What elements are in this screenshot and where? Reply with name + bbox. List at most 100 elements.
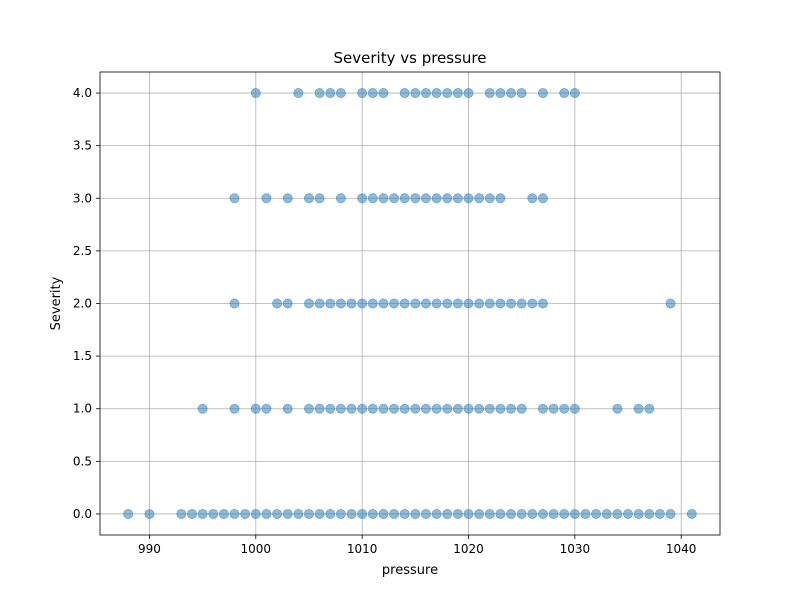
data-point [633,403,644,414]
data-point [420,193,431,204]
y-tick-label: 1.0 [73,402,92,416]
data-point [261,403,272,414]
y-axis-ticks: 0.0 0.5 1.0 1.5 2.0 2.5 3.0 3.5 4.0 [73,86,100,521]
data-point [452,193,463,204]
data-point [389,508,400,519]
data-point [357,403,368,414]
data-point [559,403,570,414]
data-point [314,403,325,414]
data-point [516,508,527,519]
data-point [431,88,442,99]
data-point [346,298,357,309]
data-point [420,403,431,414]
y-tick-label: 3.5 [73,139,92,153]
data-point [389,403,400,414]
data-point [261,508,272,519]
data-point [367,403,378,414]
data-points [123,88,697,519]
data-point [389,298,400,309]
x-axis-ticks: 990 1000 1010 1020 1030 1040 [138,535,696,556]
data-point [197,508,208,519]
data-point [229,403,240,414]
y-tick-label: 1.5 [73,349,92,363]
data-point [559,88,570,99]
data-point [431,298,442,309]
data-point [357,193,368,204]
data-point [569,88,580,99]
data-point [357,88,368,99]
data-point [431,403,442,414]
x-axis-title: pressure [382,563,438,578]
data-point [335,298,346,309]
data-point [537,508,548,519]
data-point [272,298,283,309]
data-point [410,193,421,204]
data-point [484,88,495,99]
x-tick-label: 1020 [453,542,484,556]
data-point [452,508,463,519]
data-point [431,508,442,519]
data-point [325,508,336,519]
data-point [282,508,293,519]
data-point [516,403,527,414]
data-point [527,193,538,204]
y-tick-label: 0.0 [73,507,92,521]
data-point [399,508,410,519]
data-point [442,193,453,204]
data-point [197,403,208,414]
data-point [389,193,400,204]
data-point [410,403,421,414]
data-point [399,298,410,309]
chart-title: Severity vs pressure [334,49,487,67]
data-point [569,403,580,414]
data-point [240,508,251,519]
data-point [357,298,368,309]
data-point [495,193,506,204]
data-point [495,88,506,99]
data-point [144,508,155,519]
data-point [410,508,421,519]
data-point [272,508,283,519]
data-point [506,298,517,309]
data-point [516,88,527,99]
data-point [229,298,240,309]
x-tick-label: 1010 [347,542,378,556]
data-point [282,298,293,309]
y-axis-title: Severity [49,276,64,330]
data-point [452,403,463,414]
data-point [378,193,389,204]
data-point [442,298,453,309]
data-point [474,298,485,309]
y-tick-label: 3.0 [73,191,92,205]
data-point [293,88,304,99]
data-point [495,508,506,519]
x-tick-label: 1030 [560,542,591,556]
data-point [431,193,442,204]
x-tick-label: 1040 [666,542,697,556]
data-point [420,298,431,309]
data-point [516,298,527,309]
data-point [250,88,261,99]
x-tick-label: 990 [138,542,161,556]
data-point [506,508,517,519]
data-point [261,193,272,204]
data-point [303,193,314,204]
data-point [644,508,655,519]
data-point [303,403,314,414]
data-point [537,193,548,204]
data-point [484,298,495,309]
data-point [463,403,474,414]
data-point [123,508,134,519]
data-point [250,508,261,519]
data-point [537,403,548,414]
data-point [378,403,389,414]
data-point [484,403,495,414]
data-point [686,508,697,519]
data-point [367,88,378,99]
data-point [527,508,538,519]
data-point [282,403,293,414]
data-point [559,508,570,519]
data-point [335,508,346,519]
